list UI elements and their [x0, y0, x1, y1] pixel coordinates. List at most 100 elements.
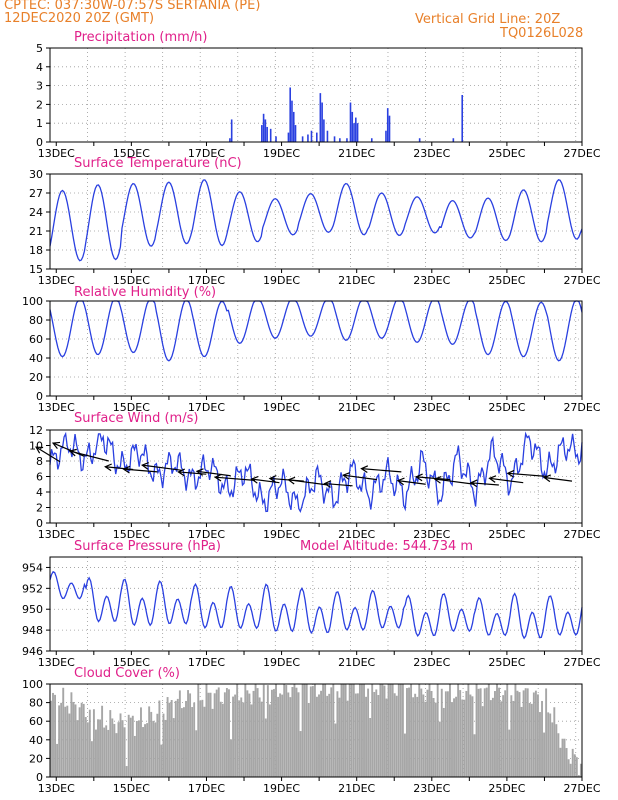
y-tick-label: 950 — [22, 603, 43, 616]
cloud-bar — [555, 724, 558, 777]
cloud-bar — [230, 739, 232, 777]
cloud-bar — [571, 748, 574, 777]
cloud-bar — [393, 693, 396, 777]
cloud-bar — [125, 766, 128, 777]
cloud-bar — [536, 694, 539, 777]
cloud-bar — [328, 693, 331, 777]
cloud-bar — [379, 684, 382, 777]
y-tick-label: 21 — [29, 225, 43, 238]
cloud-bar — [342, 684, 345, 777]
precip-bar — [346, 138, 348, 142]
cloud-bar — [262, 684, 265, 777]
x-tick-label: 13DEC — [38, 274, 75, 287]
cloud-bar — [131, 715, 134, 777]
cloud-bar — [88, 709, 91, 777]
cloud-bar — [354, 693, 357, 777]
cloud-bar — [95, 729, 97, 777]
x-tick-label: 27DEC — [563, 528, 600, 541]
cloud-bar — [260, 701, 263, 777]
cloud-bar — [326, 695, 329, 777]
cloud-bar — [449, 684, 451, 777]
x-tick-label: 27DEC — [563, 656, 600, 669]
cloud-bar — [207, 692, 210, 777]
cloud-bar — [410, 684, 413, 777]
precip-bar — [370, 138, 373, 142]
y-tick-label: 20 — [29, 371, 43, 384]
precip-bar — [418, 138, 421, 142]
cloud-bar — [348, 684, 351, 777]
cloud-bar — [72, 701, 75, 777]
cloud-bar — [234, 694, 237, 777]
cloud-bar — [534, 690, 537, 777]
y-tick-label: 80 — [29, 314, 43, 327]
cloud-bar — [86, 722, 89, 777]
x-tick-label: 25DEC — [488, 274, 525, 287]
cloud-bar — [408, 687, 410, 777]
precip-bar — [287, 132, 290, 142]
cloud-bar — [246, 690, 249, 777]
wind-arrow-head — [323, 480, 332, 488]
cloud-bar — [78, 707, 81, 777]
cloud-bar — [217, 687, 220, 777]
cloud-bar — [291, 687, 294, 777]
cloud-bar — [150, 711, 153, 777]
cloud-bar — [510, 695, 513, 777]
cloud-bar — [514, 684, 517, 777]
cloud-bar — [401, 684, 404, 777]
wind-arrow — [215, 476, 256, 481]
cloud-bar — [283, 684, 286, 777]
y-tick-label: 24 — [29, 206, 43, 219]
x-tick-label: 19DEC — [263, 274, 300, 287]
cloud-bar — [365, 696, 368, 777]
cloud-bar — [307, 702, 310, 777]
cloud-bar — [375, 689, 378, 777]
cloud-bar — [475, 684, 478, 777]
x-tick-label: 19DEC — [263, 782, 300, 795]
location-header: CPTEC: 037:30W-07:57S SERTANIA (PE) — [4, 0, 261, 13]
x-tick-label: 15DEC — [113, 401, 150, 414]
cloud-bar — [266, 685, 269, 777]
cloud-bar — [203, 706, 206, 777]
x-tick-label: 13DEC — [38, 147, 75, 160]
cloud-bar — [575, 757, 578, 777]
wind-arrow-head — [51, 441, 61, 449]
precip-bar — [266, 126, 268, 142]
cloud-bar — [532, 692, 535, 777]
wind-arrow — [507, 472, 548, 478]
run-date: 12DEC2020 20Z (GMT) — [4, 11, 155, 26]
wind-arrow — [397, 480, 426, 485]
cloud-bar — [336, 691, 339, 777]
y-tick-label: 15 — [29, 263, 43, 276]
cloud-bar — [232, 696, 235, 777]
cloud-bar — [170, 700, 173, 777]
cloud-bar — [459, 690, 462, 777]
cloud-bar — [160, 744, 163, 777]
y-tick-label: 18 — [29, 244, 43, 257]
cloud-bar — [238, 700, 241, 777]
cloud-bar — [164, 719, 167, 777]
cloud-bar — [176, 698, 179, 777]
wind-speed-line — [49, 431, 583, 513]
y-tick-label: 8 — [36, 455, 43, 468]
cloud-bar — [467, 684, 470, 777]
cloud-bar — [180, 708, 183, 777]
wind-arrow-head — [268, 475, 277, 483]
cloud-bar — [528, 702, 531, 777]
cloud-bar — [526, 688, 529, 777]
panel-title: Surface Pressure (hPa) — [74, 539, 221, 554]
cloud-bar — [252, 690, 255, 777]
x-tick-label: 19DEC — [263, 528, 300, 541]
precip-bar — [349, 102, 352, 142]
cloud-bar — [209, 692, 212, 777]
precip-bar — [333, 136, 336, 142]
cloud-bar — [506, 684, 509, 777]
precip-bar — [461, 95, 464, 142]
wind-arrow-head — [488, 475, 497, 483]
cloud-bar — [152, 720, 155, 777]
y-tick-label: 80 — [29, 697, 43, 710]
x-tick-label: 21DEC — [338, 656, 375, 669]
cloud-bar — [117, 722, 120, 777]
y-tick-label: 60 — [29, 715, 43, 728]
cloud-bar — [322, 684, 325, 777]
cloud-bar — [369, 718, 372, 777]
